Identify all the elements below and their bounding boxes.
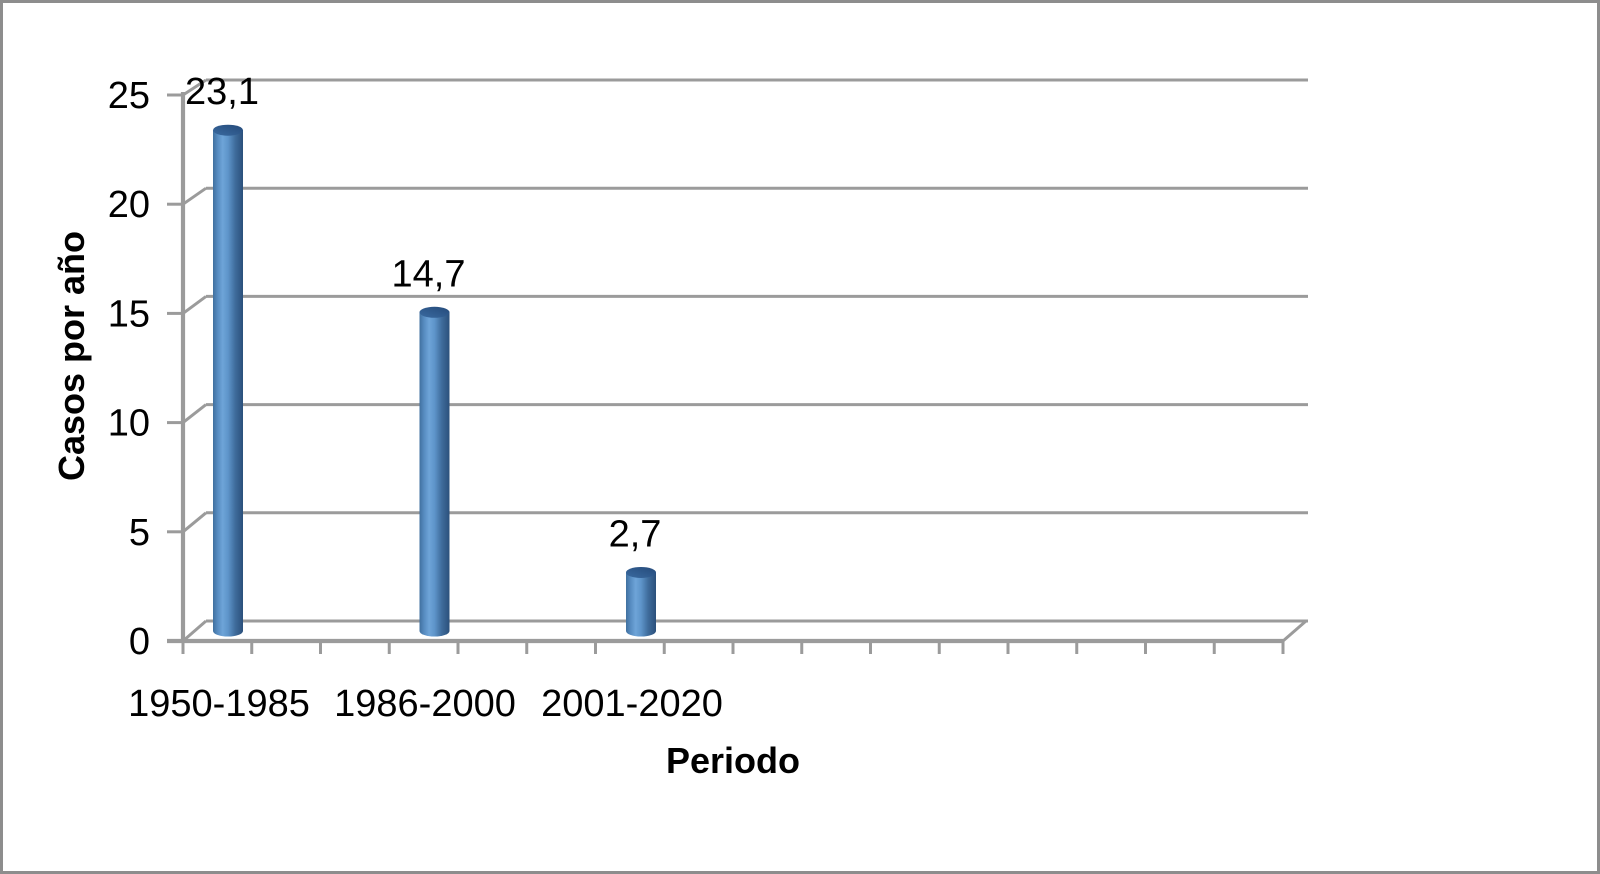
category-label: 1950-1985 [128,683,310,725]
grid-layer [167,78,1308,643]
y-tick-label: 10 [108,403,150,445]
bar-layer [213,124,656,637]
bar-cylinder-top [626,566,656,578]
y-tick-label: 0 [129,621,150,663]
x-axis-title: Periodo [665,740,800,781]
label-layer: 0 5 10 15 20 25 23,1 14,7 2,7 1950-1985 1986-2000 2… [108,71,723,725]
bar-cylinder-top [419,306,450,318]
gridline-depth-segment [182,78,207,97]
bar-cylinder-body [419,312,450,637]
category-label: 1986-2000 [334,683,516,725]
bar-cylinder-top [213,124,243,136]
y-tick-label: 20 [108,184,150,226]
gridline-depth-segment [182,511,207,533]
y-tick-label: 5 [129,512,150,554]
axis-layer [167,92,1307,654]
gridline-depth-segment [182,403,207,424]
gridline-depth-segment [182,295,207,315]
value-label: 14,7 [392,253,466,295]
bar-cylinder-body [213,130,243,637]
gridline-depth-segment [182,619,207,643]
y-tick-label: 25 [108,75,150,117]
y-axis-title: Casos por año [51,230,92,482]
category-label: 2001-2020 [541,683,723,725]
value-label: 23,1 [185,71,259,113]
y-tick-label: 15 [108,293,150,335]
value-label: 2,7 [609,513,662,555]
gridline-depth-segment [182,186,207,206]
floor-right-depth-edge [1282,619,1307,643]
bar-cylinder-body [626,572,656,637]
